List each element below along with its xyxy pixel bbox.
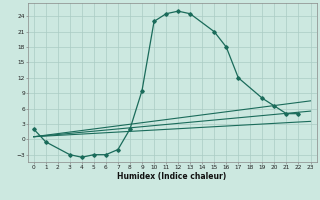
X-axis label: Humidex (Indice chaleur): Humidex (Indice chaleur) [117, 172, 227, 181]
